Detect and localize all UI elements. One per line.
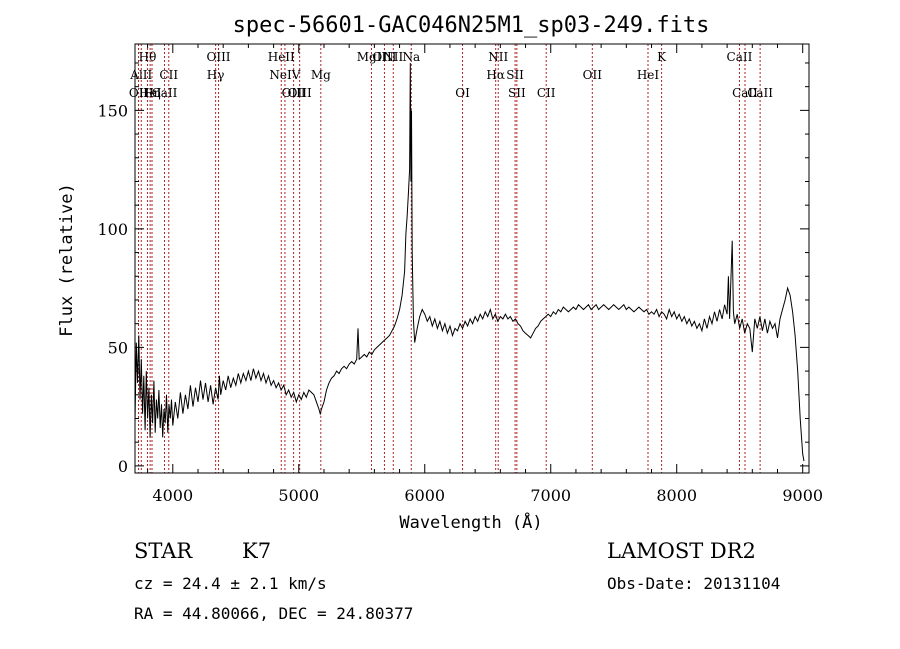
line-marker-label: MgII [357,50,387,64]
line-marker-label: CII [537,86,556,100]
line-marker-label: CII [159,68,178,82]
line-marker-label: SII [508,86,526,100]
line-marker-label: HeII [268,50,295,64]
line-marker-label: CaII [727,50,753,64]
plot-frame [134,43,810,474]
line-marker-label: Mg [311,68,331,82]
line-marker-label: Hθ [139,50,157,64]
x-tick-label: 6000 [404,486,445,505]
survey-name: LAMOST DR2 [607,539,756,563]
line-marker-label: AlII [129,68,152,82]
y-axis-label: Flux (relative) [57,183,77,337]
line-marker-label: NII [383,50,403,64]
line-marker-label: CaII [732,86,758,100]
x-axis: 4000 5000 6000 7000 8000 9000 [147,44,823,505]
observation-date: Obs-Date: 20131104 [607,574,781,593]
x-tick-label: 9000 [782,486,823,505]
redshift-info: cz = 24.4 ± 2.1 km/s [134,574,327,593]
line-marker-label: CaII [152,86,178,100]
y-tick-label: 0 [118,457,128,476]
y-tick-label: 100 [97,220,128,239]
line-marker-label: OIII [372,50,396,64]
line-marker-label: OIII [282,86,306,100]
line-marker-label: Hη [143,86,161,100]
line-marker-label: CaII [747,86,773,100]
object-class: STAR [134,539,193,563]
line-marker-label: Na [402,50,420,64]
line-marker-label: HeI [139,86,162,100]
line-marker-label: K [657,50,667,64]
object-subclass: K7 [242,539,272,563]
line-marker-label: NeIV [269,68,300,82]
line-marker-label: OII [583,68,603,82]
y-tick-label: 150 [97,101,128,120]
line-marker-label: OIII [288,86,312,100]
line-marker-label: HeI [637,68,660,82]
x-tick-label: 7000 [530,486,571,505]
line-marker-label: NII [488,50,508,64]
chart-title: spec-56601-GAC046N25M1_sp03-249.fits [233,13,710,38]
spectrum-line [134,62,805,462]
x-tick-label: 8000 [656,486,697,505]
coordinates: RA = 44.80066, DEC = 24.80377 [134,604,414,623]
line-marker-label: Hγ [207,68,225,82]
y-axis: 0 50 100 150 [97,62,809,476]
x-axis-label: Wavelength (Å) [399,511,542,533]
x-tick-label: 4000 [152,486,193,505]
line-marker-label: Hα [486,68,505,82]
line-marker-label: OI [455,86,470,100]
line-marker-label: SII [506,68,524,82]
x-tick-label: 5000 [278,486,319,505]
line-marker-lines [138,44,761,473]
line-marker-label: OIII [206,50,230,64]
y-tick-label: 50 [108,338,128,357]
line-marker-label: OII [129,86,149,100]
